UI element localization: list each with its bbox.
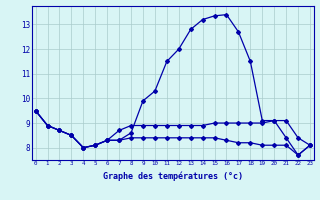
X-axis label: Graphe des températures (°c): Graphe des températures (°c) (103, 172, 243, 181)
